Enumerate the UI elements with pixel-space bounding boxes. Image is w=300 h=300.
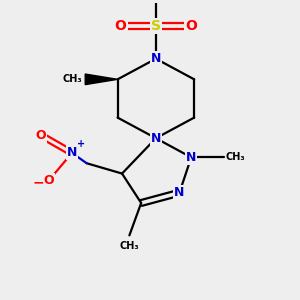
Text: N: N xyxy=(67,146,77,159)
Text: +: + xyxy=(77,139,85,149)
Text: CH₃: CH₃ xyxy=(63,74,82,84)
Text: CH₃: CH₃ xyxy=(226,152,246,162)
Text: O: O xyxy=(115,19,127,33)
Text: N: N xyxy=(151,52,161,65)
Text: N: N xyxy=(174,186,184,199)
Text: O: O xyxy=(185,19,197,33)
Text: O: O xyxy=(36,129,46,142)
Text: O: O xyxy=(43,174,54,188)
Text: −: − xyxy=(32,176,44,189)
Text: S: S xyxy=(151,19,161,33)
Text: N: N xyxy=(151,132,161,145)
Text: CH₃: CH₃ xyxy=(120,241,139,251)
Polygon shape xyxy=(85,74,118,85)
Text: N: N xyxy=(186,151,196,164)
